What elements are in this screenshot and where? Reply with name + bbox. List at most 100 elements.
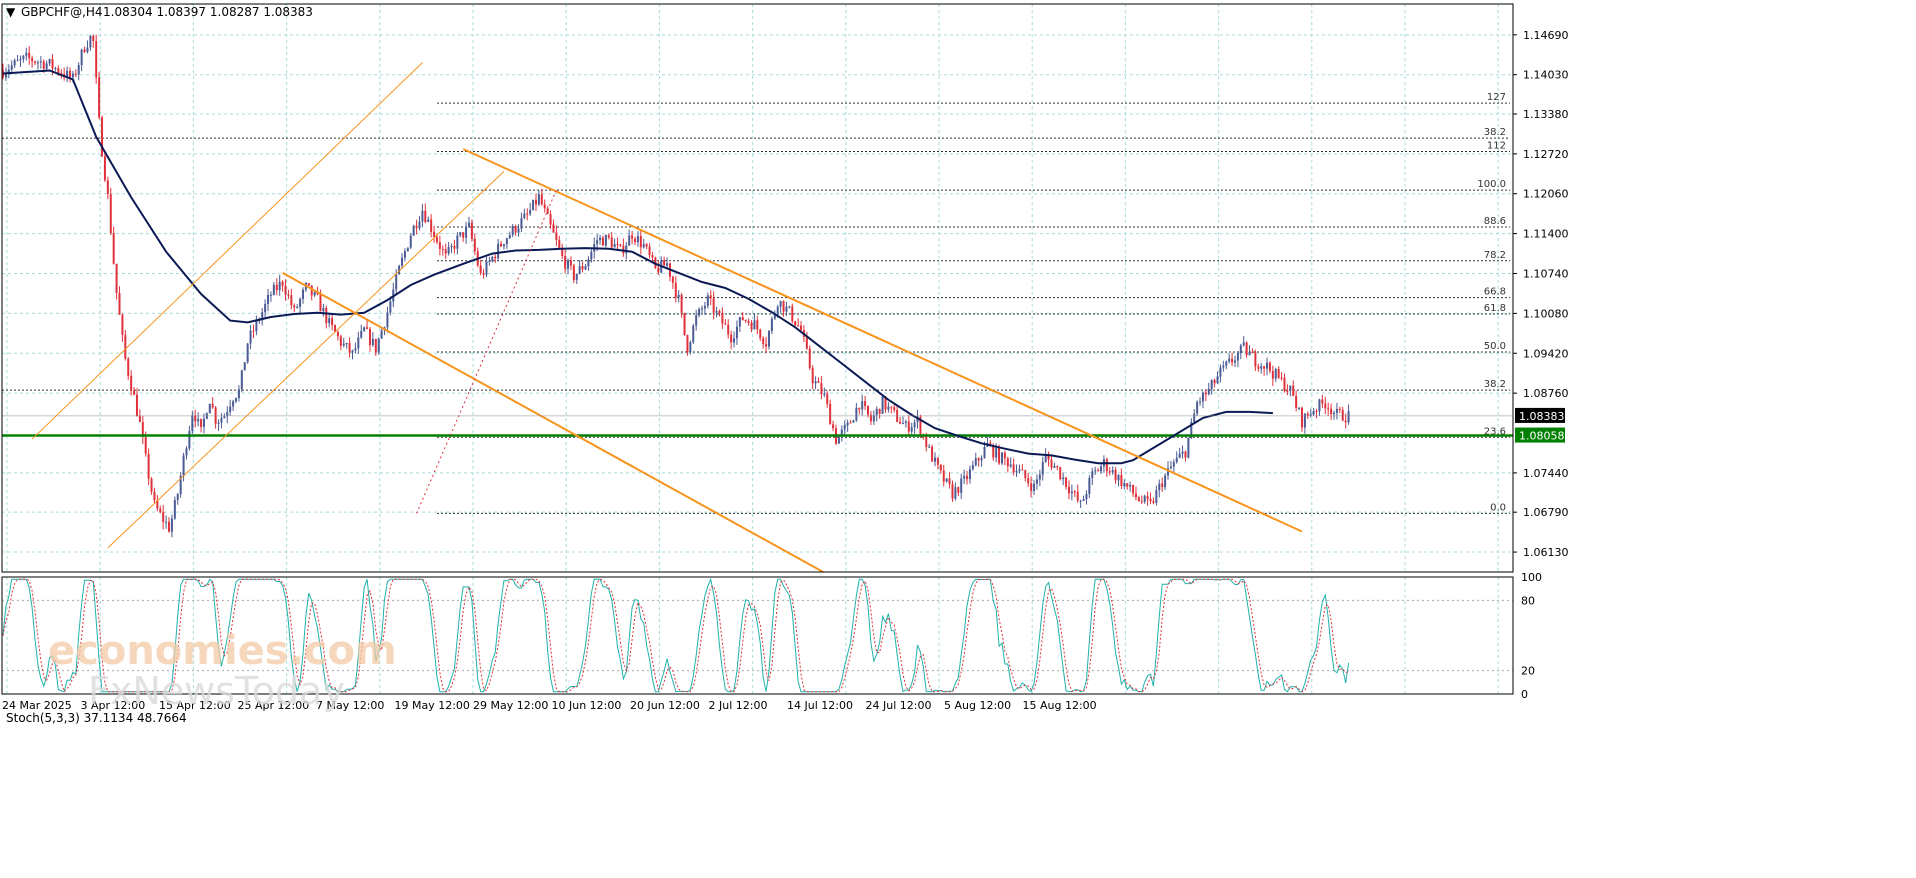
candle-body [907,421,910,432]
candle-body [421,210,424,222]
candle [322,303,325,317]
candle [488,256,491,266]
channel-line [107,171,505,549]
candle [465,221,468,244]
candle [601,235,604,246]
candle-body [1012,464,1015,473]
candle [1178,447,1181,459]
candle [1193,409,1196,423]
fib-level-label: 23.6 [1484,426,1506,437]
candle [628,229,631,246]
candle [549,210,552,229]
candle-body [564,256,567,269]
candle-body [829,403,832,425]
candle-body [916,416,919,423]
candle-body [974,458,977,466]
candle-body [849,422,852,424]
candle [575,273,578,285]
moving-average-line [2,69,1273,465]
candle [642,238,645,249]
candle [1158,479,1161,498]
candle-body [1117,474,1120,481]
collapse-arrow-icon[interactable]: ▼ [6,5,16,19]
candle-body [162,512,165,523]
y-tick-label: 1.10080 [1523,307,1569,320]
candle-body [232,401,235,407]
candle [1038,469,1041,487]
candle-body [936,457,939,465]
candle [1239,343,1242,360]
candle-body [430,219,433,232]
candle-body [925,435,928,448]
candle-body [1210,380,1213,389]
stochastic-panel: 100 80 20 0 [2,571,1542,701]
candle-body [16,60,19,62]
candle [931,444,934,462]
candle-body [278,281,281,291]
candle-body [628,235,631,246]
candle-body [546,208,549,215]
candle-body [159,508,162,513]
candle [39,56,42,69]
candle [293,303,296,313]
y-tick-label: 1.07440 [1523,467,1569,480]
stoch-signal-line [2,578,1349,693]
candle [491,255,494,263]
candle [1094,466,1097,475]
candle [1283,373,1286,393]
candle-body [712,298,715,313]
candle-body [843,425,846,430]
candle [1216,371,1219,384]
candle [348,337,351,358]
candle-body [1091,471,1094,479]
candle [1225,360,1228,370]
candle [934,452,936,467]
candle-body [281,281,284,286]
candle [884,396,887,413]
candle-body [1105,459,1108,472]
candle [1341,406,1344,422]
candle-body [354,348,357,351]
candle [162,504,165,530]
candle [878,408,881,419]
candle-body [572,265,575,280]
candle-body [718,310,721,313]
x-tick-label: 19 May 12:00 [395,699,470,712]
candle [814,376,817,390]
candle [118,286,121,315]
candle-body [1041,461,1044,475]
candle [1000,451,1003,466]
candle-body [1274,369,1277,379]
candle [1015,464,1018,477]
candle-body [307,282,310,286]
candle [1222,360,1225,372]
candle [968,465,971,484]
candle [864,395,867,410]
candle-body [345,343,348,345]
candle-body [514,226,517,233]
candle-body [328,318,331,324]
candle-body [1047,454,1050,460]
candle-body [98,77,101,118]
candle [805,331,808,350]
candle [68,67,71,83]
candle [194,409,197,428]
candle [1067,480,1070,500]
candle-body [869,414,872,422]
candle [325,305,328,329]
candle [127,357,130,380]
candle-body [1164,475,1167,488]
candle-body [1062,477,1065,480]
y-tick-label: 1.12720 [1523,148,1569,161]
candle-body [275,284,278,291]
candle-body [296,307,299,309]
candle [176,492,179,505]
candle [529,202,532,216]
candle [1248,345,1251,356]
candle [401,253,404,269]
candle-body [368,328,371,345]
candle-body [931,446,934,462]
candle [1251,348,1254,354]
candle [1169,460,1172,470]
